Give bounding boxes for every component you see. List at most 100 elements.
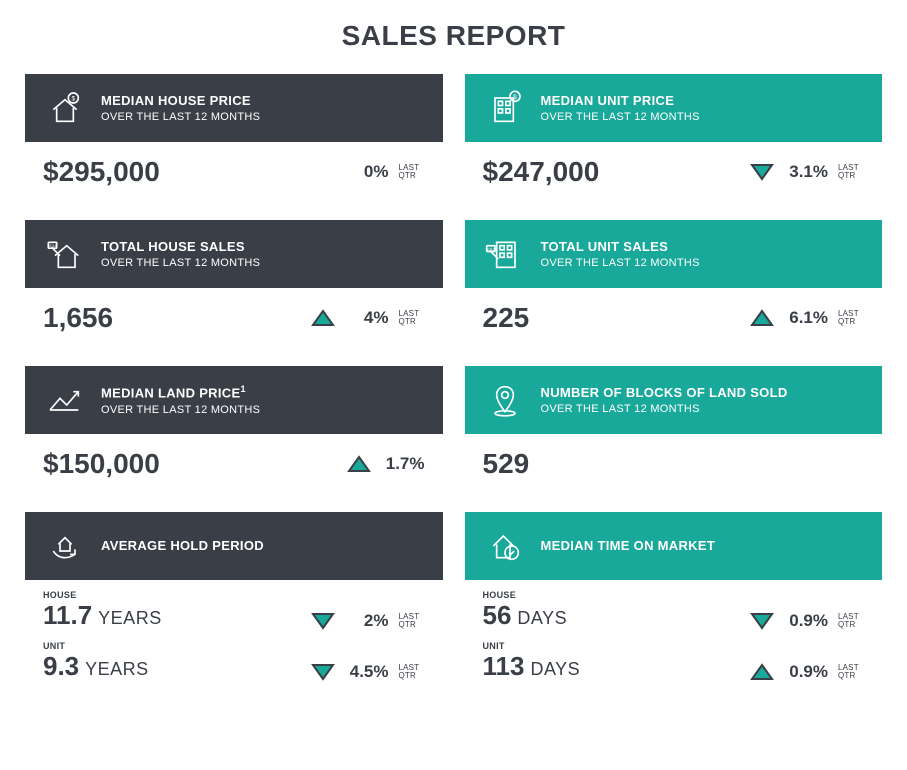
- svg-text:$: $: [71, 96, 75, 103]
- card-header: SOLD TOTAL HOUSE SALES OVER THE LAST 12 …: [25, 220, 443, 288]
- pct-change: 0.9%: [784, 662, 828, 682]
- row-value: 9.3 YEARS: [43, 651, 149, 682]
- trend: 0% LASTQTR: [345, 162, 425, 182]
- card-house-sales: SOLD TOTAL HOUSE SALES OVER THE LAST 12 …: [25, 220, 443, 344]
- last-qtr-label: LASTQTR: [399, 613, 425, 630]
- card-header: MEDIAN LAND PRICE1 OVER THE LAST 12 MONT…: [25, 366, 443, 434]
- card-hold-period: AVERAGE HOLD PERIOD HOUSE 11.7 YEARS 2%: [25, 512, 443, 698]
- card-land-blocks: NUMBER OF BLOCKS OF LAND SOLD OVER THE L…: [465, 366, 883, 490]
- card-header: MEDIAN TIME ON MARKET: [465, 512, 883, 580]
- pct-change: 0%: [345, 162, 389, 182]
- card-unit-price: $ MEDIAN UNIT PRICE OVER THE LAST 12 MON…: [465, 74, 883, 198]
- unit-sales-icon: SOLD: [483, 232, 527, 276]
- trend-down-icon: [311, 612, 335, 630]
- trend-up-icon: [347, 455, 371, 473]
- land-blocks-icon: [483, 378, 527, 422]
- card-body: $150,000 1.7%: [25, 434, 443, 490]
- pct-change: 6.1%: [784, 308, 828, 328]
- last-qtr-label: LASTQTR: [838, 664, 864, 681]
- last-qtr-label: LASTQTR: [838, 613, 864, 630]
- row-value: 113 DAYS: [483, 651, 581, 682]
- row-label: UNIT: [43, 641, 311, 651]
- card-subtitle: OVER THE LAST 12 MONTHS: [541, 257, 700, 269]
- card-body: 1,656 4% LASTQTR: [25, 288, 443, 344]
- trend: 1.7%: [347, 454, 425, 474]
- card-subtitle: OVER THE LAST 12 MONTHS: [101, 404, 260, 416]
- house-price-icon: $: [43, 86, 87, 130]
- card-title: MEDIAN HOUSE PRICE: [101, 93, 260, 109]
- card-title: MEDIAN UNIT PRICE: [541, 93, 700, 109]
- card-header: $ MEDIAN HOUSE PRICE OVER THE LAST 12 MO…: [25, 74, 443, 142]
- row-label: HOUSE: [43, 590, 311, 600]
- card-body: $247,000 3.1% LASTQTR: [465, 142, 883, 198]
- card-body: HOUSE 56 DAYS 0.9% LASTQTR UNIT: [465, 580, 883, 698]
- hold-period-house-row: HOUSE 11.7 YEARS 2% LASTQTR: [43, 590, 425, 631]
- land-price-icon: [43, 378, 87, 422]
- svg-text:SOLD: SOLD: [485, 247, 496, 251]
- card-title: AVERAGE HOLD PERIOD: [101, 538, 264, 554]
- card-body: 225 6.1% LASTQTR: [465, 288, 883, 344]
- trend: 6.1% LASTQTR: [750, 308, 864, 328]
- pct-change: 3.1%: [784, 162, 828, 182]
- trend: 4% LASTQTR: [311, 308, 425, 328]
- last-qtr-label: LASTQTR: [838, 164, 864, 181]
- hold-period-unit-row: UNIT 9.3 YEARS 4.5% LASTQTR: [43, 641, 425, 682]
- row-label: HOUSE: [483, 590, 751, 600]
- time-on-market-icon: [483, 524, 527, 568]
- row-value: 11.7 YEARS: [43, 600, 162, 631]
- svg-text:SOLD: SOLD: [47, 244, 58, 248]
- trend-up-icon: [750, 663, 774, 681]
- pct-change: 1.7%: [381, 454, 425, 474]
- unit-price-icon: $: [483, 86, 527, 130]
- time-on-market-house-row: HOUSE 56 DAYS 0.9% LASTQTR: [483, 590, 865, 631]
- card-header: NUMBER OF BLOCKS OF LAND SOLD OVER THE L…: [465, 366, 883, 434]
- unit-price-value: $247,000: [483, 156, 751, 188]
- card-title: TOTAL HOUSE SALES: [101, 239, 260, 255]
- card-subtitle: OVER THE LAST 12 MONTHS: [541, 403, 788, 415]
- trend: 3.1% LASTQTR: [750, 162, 864, 182]
- hold-period-icon: [43, 524, 87, 568]
- card-title: MEDIAN LAND PRICE1: [101, 384, 260, 402]
- unit-sales-value: 225: [483, 302, 751, 334]
- card-time-on-market: MEDIAN TIME ON MARKET HOUSE 56 DAYS 0.9%: [465, 512, 883, 698]
- report-grid: $ MEDIAN HOUSE PRICE OVER THE LAST 12 MO…: [25, 74, 882, 720]
- card-subtitle: OVER THE LAST 12 MONTHS: [541, 111, 700, 123]
- card-title: TOTAL UNIT SALES: [541, 239, 700, 255]
- card-body: 529: [465, 434, 883, 490]
- pct-change: 4%: [345, 308, 389, 328]
- card-unit-sales: SOLD TOTAL UNIT SALES OVER THE LAST 12 M…: [465, 220, 883, 344]
- pct-change: 0.9%: [784, 611, 828, 631]
- row-value: 56 DAYS: [483, 600, 568, 631]
- card-body: $295,000 0% LASTQTR: [25, 142, 443, 198]
- card-house-price: $ MEDIAN HOUSE PRICE OVER THE LAST 12 MO…: [25, 74, 443, 198]
- trend-up-icon: [750, 309, 774, 327]
- page-title: SALES REPORT: [25, 20, 882, 52]
- land-price-value: $150,000: [43, 448, 347, 480]
- last-qtr-label: LASTQTR: [399, 164, 425, 181]
- house-sales-value: 1,656: [43, 302, 311, 334]
- time-on-market-unit-row: UNIT 113 DAYS 0.9% LASTQTR: [483, 641, 865, 682]
- card-land-price: MEDIAN LAND PRICE1 OVER THE LAST 12 MONT…: [25, 366, 443, 490]
- card-subtitle: OVER THE LAST 12 MONTHS: [101, 257, 260, 269]
- house-sales-icon: SOLD: [43, 232, 87, 276]
- trend-down-icon: [311, 663, 335, 681]
- row-label: UNIT: [483, 641, 751, 651]
- pct-change: 4.5%: [345, 662, 389, 682]
- card-header: $ MEDIAN UNIT PRICE OVER THE LAST 12 MON…: [465, 74, 883, 142]
- card-header: AVERAGE HOLD PERIOD: [25, 512, 443, 580]
- svg-text:$: $: [513, 94, 517, 101]
- last-qtr-label: LASTQTR: [399, 310, 425, 327]
- land-blocks-value: 529: [483, 448, 865, 480]
- trend-up-icon: [311, 309, 335, 327]
- last-qtr-label: LASTQTR: [399, 664, 425, 681]
- card-title: MEDIAN TIME ON MARKET: [541, 538, 716, 554]
- trend-down-icon: [750, 163, 774, 181]
- trend-down-icon: [750, 612, 774, 630]
- card-header: SOLD TOTAL UNIT SALES OVER THE LAST 12 M…: [465, 220, 883, 288]
- last-qtr-label: LASTQTR: [838, 310, 864, 327]
- house-price-value: $295,000: [43, 156, 345, 188]
- card-title: NUMBER OF BLOCKS OF LAND SOLD: [541, 385, 788, 401]
- card-body: HOUSE 11.7 YEARS 2% LASTQTR UNIT: [25, 580, 443, 698]
- pct-change: 2%: [345, 611, 389, 631]
- card-subtitle: OVER THE LAST 12 MONTHS: [101, 111, 260, 123]
